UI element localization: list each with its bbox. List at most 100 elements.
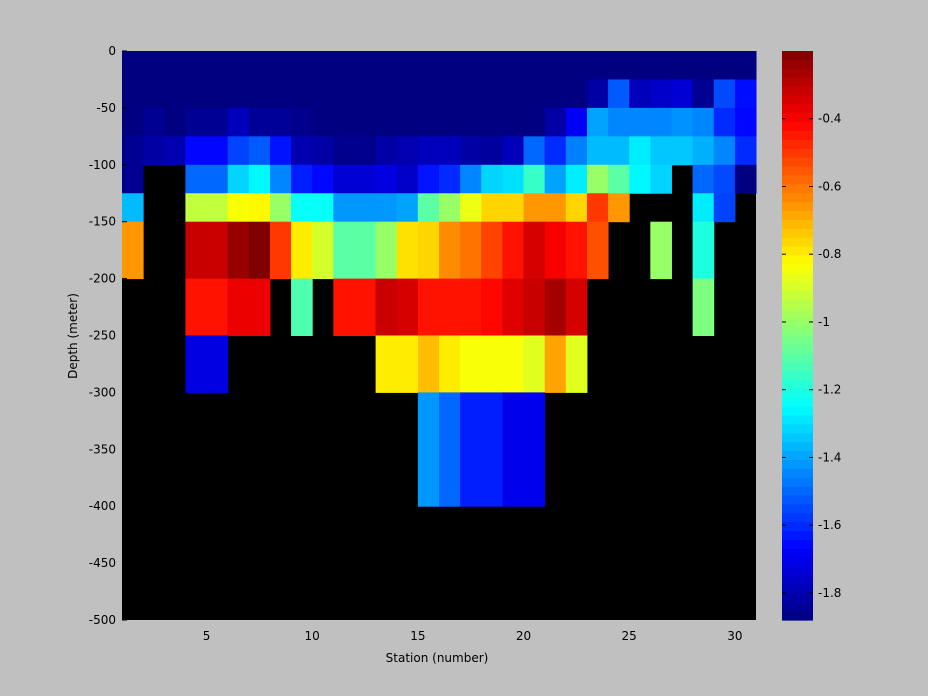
colorbar-swatch <box>782 282 813 292</box>
heatmap-cell <box>227 221 250 280</box>
colorbar: -0.4 -0.6 -0.8 -1 -1.2 -1.4 -1.6 -1.8 <box>782 51 841 621</box>
colorbar-tick-label: -1.4 <box>818 450 841 464</box>
heatmap-cell <box>565 136 588 166</box>
heatmap-cell <box>396 51 419 80</box>
colorbar-swatch <box>782 531 813 541</box>
heatmap-cell <box>227 79 250 109</box>
heatmap-cell <box>206 107 229 137</box>
colorbar-swatch <box>782 157 813 168</box>
heatmap-cell <box>291 51 313 80</box>
heatmap-cell <box>713 164 736 194</box>
heatmap-cell <box>544 51 567 80</box>
heatmap-cell <box>375 107 398 137</box>
heatmap-cell <box>608 107 630 137</box>
colorbar-swatch <box>782 184 813 194</box>
heatmap-cell <box>354 193 377 223</box>
colorbar-swatch <box>782 273 813 283</box>
y-tick-label: -450 <box>89 556 116 570</box>
colorbar-swatch <box>782 326 813 337</box>
heatmap-cell <box>417 107 440 137</box>
heatmap-cell <box>248 136 271 166</box>
heatmap-cell <box>481 107 503 137</box>
heatmap-cell <box>650 79 672 109</box>
heatmap-cell <box>248 278 271 336</box>
heatmap-cell <box>439 278 461 336</box>
heatmap-cell <box>523 164 546 194</box>
heatmap-cell <box>354 278 377 336</box>
heatmap-cell <box>671 107 694 137</box>
heatmap-cell <box>122 79 144 109</box>
heatmap-cell <box>122 136 144 166</box>
heatmap-cell <box>248 107 271 137</box>
heatmap-cell <box>439 164 461 194</box>
heatmap-cell <box>417 193 440 223</box>
heatmap-cell <box>375 164 398 194</box>
x-tick-label: 15 <box>410 629 425 643</box>
heatmap-cell <box>185 136 208 166</box>
heatmap-cell <box>333 51 355 80</box>
heatmap-cell <box>417 51 440 80</box>
heatmap-cell <box>650 107 672 137</box>
heatmap-cell <box>713 136 736 166</box>
colorbar-swatch <box>782 557 813 568</box>
heatmap-cell <box>248 51 271 80</box>
heatmap-cell <box>439 107 461 137</box>
heatmap-cell <box>312 51 334 80</box>
plot-area <box>122 51 757 620</box>
heatmap-cell <box>291 79 313 109</box>
heatmap-cell <box>692 51 715 80</box>
heatmap-cell <box>523 51 546 80</box>
heatmap-cell <box>396 79 419 109</box>
heatmap-cell <box>248 79 271 109</box>
colorbar-swatch <box>782 219 813 230</box>
heatmap-cell <box>629 136 651 166</box>
heatmap-cell <box>692 107 715 137</box>
heatmap-cell <box>502 107 525 137</box>
heatmap-cell <box>291 136 313 166</box>
heatmap-cell <box>544 79 567 109</box>
colorbar-swatch <box>782 548 813 559</box>
heatmap-cell <box>460 193 482 223</box>
heatmap-cell <box>227 164 250 194</box>
colorbar-tick-label: -0.8 <box>818 247 841 261</box>
colorbar-swatch <box>782 584 813 594</box>
heatmap-cell <box>502 51 525 80</box>
heatmap-cell <box>375 136 398 166</box>
heatmap-cell <box>523 335 546 393</box>
heatmap-cell <box>185 164 208 194</box>
heatmap-cell <box>544 221 567 280</box>
heatmap-cell <box>586 79 609 109</box>
heatmap-cell <box>502 79 525 109</box>
heatmap-cell <box>460 107 482 137</box>
heatmap-cell <box>544 335 567 393</box>
heatmap-cell <box>713 79 736 109</box>
heatmap-cell <box>185 51 208 80</box>
heatmap-cell <box>713 51 736 80</box>
heatmap-cell <box>439 79 461 109</box>
heatmap-cell <box>734 51 757 80</box>
colorbar-swatch <box>782 522 813 532</box>
heatmap-cell <box>439 193 461 223</box>
heatmap-cell <box>671 51 694 80</box>
heatmap-cell <box>502 136 525 166</box>
y-axis: 0 -50 -100 -150 -200 -250 -300 -350 -400 -450 -500 <box>89 44 127 627</box>
heatmap-cell <box>523 392 546 507</box>
colorbar-swatch <box>782 442 813 452</box>
heatmap-cell <box>481 392 503 507</box>
heatmap-cell <box>227 136 250 166</box>
heatmap-cell <box>164 79 186 109</box>
heatmap-cell <box>333 278 355 336</box>
colorbar-swatch <box>782 113 813 123</box>
heatmap-cell <box>481 136 503 166</box>
heatmap-cell <box>206 164 229 194</box>
heatmap-cell <box>544 278 567 336</box>
heatmap-cell <box>439 136 461 166</box>
heatmap-cell <box>248 221 271 280</box>
heatmap-cell <box>417 136 440 166</box>
colorbar-swatch <box>782 237 813 248</box>
heatmap-cell <box>460 79 482 109</box>
heatmap-cell <box>122 107 144 137</box>
heatmap-cell <box>586 193 609 223</box>
colorbar-swatch <box>782 513 813 523</box>
heatmap-cell <box>396 278 419 336</box>
